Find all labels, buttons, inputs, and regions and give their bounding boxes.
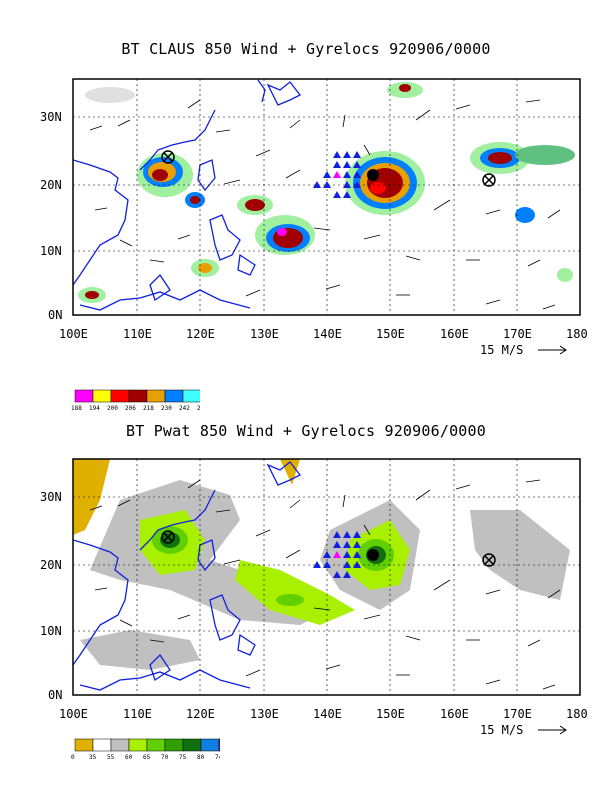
vector-reference-arrow bbox=[538, 345, 567, 355]
lat-label: 0N bbox=[48, 308, 62, 322]
colorbar-swatch bbox=[92, 738, 112, 752]
colorbar-swatch bbox=[182, 738, 202, 752]
colorbar-label: 55 bbox=[107, 754, 115, 761]
colorbar-label: 248 bbox=[197, 405, 200, 412]
lon-label: 130E bbox=[250, 707, 279, 721]
colorbar-label: 188 bbox=[71, 405, 82, 412]
wind-vectors bbox=[89, 99, 561, 310]
colorbar-label: 35 bbox=[89, 754, 97, 761]
colorbar-label: 0 bbox=[71, 754, 75, 761]
vector-reference-arrow bbox=[538, 725, 567, 735]
lon-label: 140E bbox=[313, 707, 342, 721]
gyre-center-markers bbox=[161, 150, 496, 187]
colorbar-label: 206 bbox=[125, 405, 136, 412]
lon-label: 140E bbox=[313, 327, 342, 341]
lat-label: 30N bbox=[40, 110, 62, 124]
lon-label: 110E bbox=[123, 327, 152, 341]
lat-label: 10N bbox=[40, 244, 62, 258]
colorbar-swatch bbox=[146, 389, 166, 403]
colorbar-swatch bbox=[182, 389, 200, 403]
colorbar-label: 80 bbox=[197, 754, 205, 761]
lon-label: 160E bbox=[440, 707, 469, 721]
typhoon-symbol bbox=[367, 169, 379, 181]
colorbar-swatch bbox=[128, 389, 148, 403]
vector-reference-label: 15 M/S bbox=[480, 343, 523, 357]
colorbar-label: 65 bbox=[143, 754, 151, 761]
colorbar-label: 70 bbox=[161, 754, 169, 761]
colorbar-swatch bbox=[110, 389, 130, 403]
colorbar-swatch bbox=[92, 389, 112, 403]
lon-label: 120E bbox=[186, 707, 215, 721]
lon-label: 170E bbox=[503, 327, 532, 341]
panel1-colorbar: 188194200206218230242248254260266 bbox=[71, 389, 200, 412]
coastlines bbox=[73, 461, 301, 691]
typhoon-symbol bbox=[367, 549, 379, 561]
gyre-center-markers bbox=[161, 530, 496, 567]
panel1-title: BT CLAUS 850 Wind + Gyrelocs 920906/0000 bbox=[121, 40, 491, 58]
pwat-shading bbox=[73, 459, 570, 670]
lon-label: 100E bbox=[59, 707, 88, 721]
lon-label: 160E bbox=[440, 327, 469, 341]
colorbar-swatch bbox=[110, 738, 130, 752]
lat-label: 0N bbox=[48, 688, 62, 702]
lon-label: 100E bbox=[59, 327, 88, 341]
lat-label: 20N bbox=[40, 558, 62, 572]
colorbar-label: 230 bbox=[161, 405, 172, 412]
colorbar-label: 218 bbox=[143, 405, 154, 412]
colorbar-swatch bbox=[200, 738, 220, 752]
lon-label: 110E bbox=[123, 707, 152, 721]
colorbar-swatch bbox=[146, 738, 166, 752]
colorbar-label: 200 bbox=[107, 405, 118, 412]
colorbar-label: 194 bbox=[89, 405, 100, 412]
colorbar-swatch bbox=[74, 738, 94, 752]
vector-reference-label: 15 M/S bbox=[480, 723, 523, 737]
lon-label: 170E bbox=[503, 707, 532, 721]
panel2-map: 30N 20N 10N 0N 100E 110E 120E 130E 140E … bbox=[40, 458, 588, 737]
panel2-colorbar: 0 35 55 60 65 70 75 80 74.06 bbox=[71, 738, 220, 761]
lon-label: 180 bbox=[566, 327, 588, 341]
lat-label: 30N bbox=[40, 490, 62, 504]
colorbar-swatch bbox=[74, 389, 94, 403]
colorbar-label: 60 bbox=[125, 754, 133, 761]
gridlines bbox=[73, 459, 580, 695]
colorbar-swatch bbox=[164, 738, 184, 752]
colorbar-swatch bbox=[218, 738, 220, 752]
lon-label: 150E bbox=[376, 707, 405, 721]
gyreloc-triangles bbox=[313, 531, 361, 578]
wind-vectors bbox=[89, 479, 561, 690]
gyreloc-triangles bbox=[313, 151, 361, 198]
panel1-map: 30N 20N 10N 0N 100E 110E 120E 130E 140E … bbox=[40, 78, 588, 357]
lat-label: 10N bbox=[40, 624, 62, 638]
cloud-shading bbox=[78, 82, 575, 303]
map-frame bbox=[72, 78, 581, 316]
lon-label: 180 bbox=[566, 707, 588, 721]
colorbar-label: 242 bbox=[179, 405, 190, 412]
colorbar-swatch bbox=[128, 738, 148, 752]
lat-label: 20N bbox=[40, 178, 62, 192]
coastlines bbox=[73, 79, 301, 311]
gridlines bbox=[73, 79, 580, 315]
map-frame bbox=[72, 458, 581, 696]
panel2-title: BT Pwat 850 Wind + Gyrelocs 920906/0000 bbox=[126, 422, 486, 440]
lon-label: 130E bbox=[250, 327, 279, 341]
colorbar-swatch bbox=[164, 389, 184, 403]
lon-label: 120E bbox=[186, 327, 215, 341]
colorbar-label: 74.06 bbox=[215, 754, 220, 761]
colorbar-label: 75 bbox=[179, 754, 187, 761]
lon-label: 150E bbox=[376, 327, 405, 341]
